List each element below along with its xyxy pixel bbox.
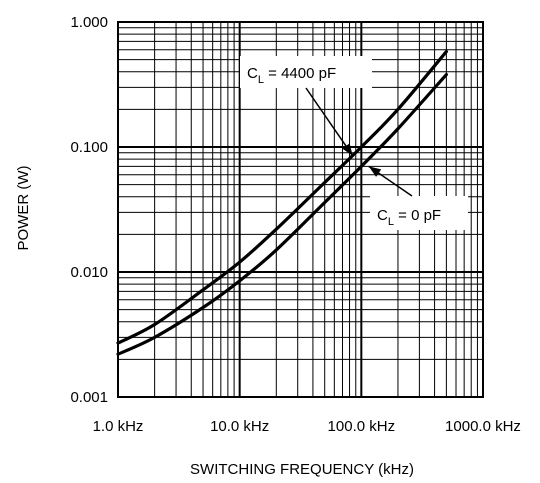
annotation-1: CL = 4400 pF [240, 56, 372, 157]
y-tick-label: 0.001 [70, 389, 108, 406]
series-layer [116, 49, 448, 356]
plot-frame [117, 21, 484, 398]
x-tick-label: 100.0 kHz [328, 418, 396, 435]
y-tick-label: 0.100 [70, 139, 108, 156]
annotation-layer: CL = 4400 pF CL = 0 pF [240, 56, 468, 230]
y-tick-label: 1.000 [70, 14, 108, 31]
y-tick-label: 0.010 [70, 264, 108, 281]
annotation-bg [240, 56, 372, 88]
y-axis-title: POWER (W) [15, 166, 32, 251]
major-gridlines [117, 21, 484, 398]
series-line-2 [116, 72, 448, 356]
tick-label-layer: 1.0 kHz 10.0 kHz 100.0 kHz 1000.0 kHz 0.001 0… [70, 14, 520, 435]
annotation-bg [370, 196, 468, 230]
annotation-label: CL = 0 pF [377, 207, 441, 228]
annotation-arrow-line [305, 87, 354, 157]
series-line-1 [116, 49, 448, 345]
x-axis-title: SWITCHING FREQUENCY (kHz) [190, 461, 414, 478]
x-tick-label: 10.0 kHz [210, 418, 269, 435]
x-tick-label: 1000.0 kHz [445, 418, 521, 435]
annotation-arrowhead [368, 166, 382, 177]
annotation-arrowhead [342, 143, 353, 156]
annotation-label: CL = 4400 pF [247, 65, 336, 86]
annotation-2: CL = 0 pF [368, 165, 468, 230]
x-tick-label: 1.0 kHz [93, 418, 144, 435]
